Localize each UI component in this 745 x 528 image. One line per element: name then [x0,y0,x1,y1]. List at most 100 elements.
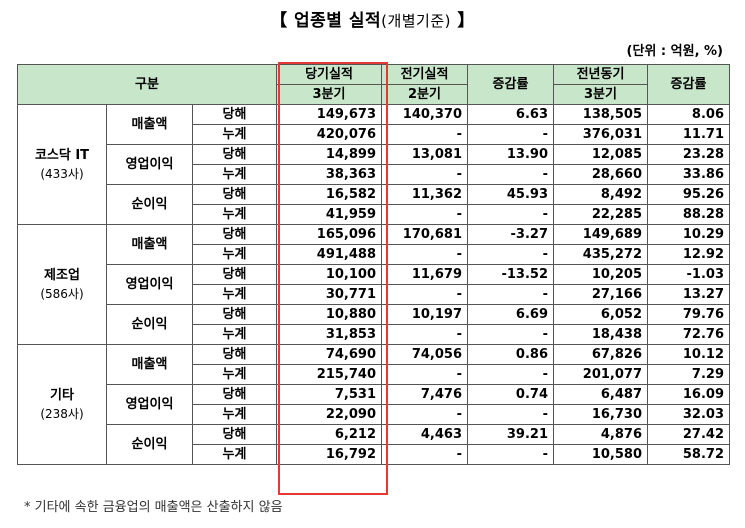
table-row: 영업이익 당해 14,899 13,081 13.90 12,085 23.28 [18,144,730,185]
period-cell: 당해 [192,344,277,365]
prev-value-cell: - [381,204,468,225]
rate1-cell: - [467,444,554,465]
period-cell: 누계 [192,324,277,345]
rate2-cell: -1.03 [647,264,730,285]
group-name: 제조업 [44,267,80,283]
title-end: 】 [451,11,475,31]
table-row: 코스닥 IT (433사) 매출액 당해 149,673 140,370 6.63 138,5… [17,104,730,225]
rate1-cell: 39.21 [467,424,554,445]
lastyear-value-cell: 6,487 [553,384,648,405]
title-sub: (개별기준) [381,12,452,30]
lastyear-value-cell: 28,660 [553,164,648,185]
table-row: 순이익 당해 10,880 10,197 6.69 6,052 79.76 [18,304,730,345]
current-value-cell: 14,899 [276,144,382,165]
current-value-cell: 41,959 [276,204,382,225]
lastyear-value-cell: 10,205 [553,264,648,285]
lastyear-value-cell: 67,826 [553,344,648,365]
footnote: * 기타에 속한 금융업의 매출액은 산출하지 않음 [24,500,283,515]
group-label: 기타 (238사) [17,344,107,465]
metric-label: 영업이익 [106,144,193,185]
table-row: 순이익 당해 16,582 11,362 45.93 8,492 95.26 [18,184,730,225]
period-cell: 누계 [192,204,277,225]
prev-value-cell: - [381,324,468,345]
metric-label: 영업이익 [106,264,193,305]
rate1-cell: - [467,324,554,345]
current-value-cell: 16,792 [276,444,382,465]
prev-value-cell: - [381,124,468,145]
period-cell: 누계 [192,164,277,185]
prev-value-cell: 170,681 [381,224,468,245]
metric-label: 매출액 [106,224,193,265]
rate2-cell: 58.72 [647,444,730,465]
period-cell: 누계 [192,124,277,145]
table-row: 제조업 (586사) 매출액 당해 165,096 170,681 -3.27 149,689… [17,224,730,345]
rate1-cell: - [467,404,554,425]
rate2-cell: 12.92 [647,244,730,265]
table-row: 누계 41,959- -22,285 88.28 [18,204,730,225]
prev-value-cell: 11,362 [381,184,468,205]
period-cell: 당해 [192,224,277,245]
rate1-cell: - [467,204,554,225]
rate1-cell: - [467,124,554,145]
prev-value-cell: - [381,444,468,465]
current-value-cell: 491,488 [276,244,382,265]
metric-label: 매출액 [106,104,193,145]
lastyear-value-cell: 16,730 [553,404,648,425]
lastyear-value-cell: 149,689 [553,224,648,245]
table-row: 누계 30,771- -27,166 13.27 [18,284,730,305]
current-value-cell: 215,740 [276,364,382,385]
rate2-cell: 23.28 [647,144,730,165]
period-cell: 당해 [192,144,277,165]
current-value-cell: 420,076 [276,124,382,145]
table-body: 코스닥 IT (433사) 매출액 당해 149,673 140,370 6.63 138,5… [17,104,730,465]
prev-value-cell: - [381,364,468,385]
period-cell: 누계 [192,404,277,425]
rate1-cell: 0.86 [467,344,554,365]
period-cell: 누계 [192,284,277,305]
current-value-cell: 165,096 [276,224,382,245]
prev-value-cell: - [381,164,468,185]
title-main: 【 업종별 실적 [270,11,382,31]
rate1-cell: - [467,244,554,265]
current-value-cell: 10,100 [276,264,382,285]
header-rate1: 증감률 [467,64,554,105]
header-current: 당기실적 [276,64,382,85]
period-cell: 누계 [192,364,277,385]
current-value-cell: 7,531 [276,384,382,405]
metric-label: 순이익 [106,184,193,225]
period-cell: 당해 [192,184,277,205]
header-rate2: 증감률 [647,64,730,105]
rate2-cell: 95.26 [647,184,730,205]
rate2-cell: 7.29 [647,364,730,385]
table-row: 누계 491,488- -435,272 12.92 [18,244,730,265]
rate1-cell: -13.52 [467,264,554,285]
rate1-cell: - [467,284,554,305]
lastyear-value-cell: 12,085 [553,144,648,165]
lastyear-value-cell: 376,031 [553,124,648,145]
group-name: 기타 [50,387,74,403]
table-row: 영업이익 당해 7,531 7,476 0.74 6,487 16.09 [18,384,730,425]
performance-table: 구분 당기실적 전기실적 증감률 전년동기 증감률 3분기 2분기 3분기 코스… [17,64,730,465]
rate1-cell: 6.69 [467,304,554,325]
header-lastyear-sub: 3분기 [553,84,648,105]
table-row: 영업이익 당해 10,100 11,679 -13.52 10,205 -1.03 [18,264,730,305]
rate1-cell: 45.93 [467,184,554,205]
rate1-cell: 0.74 [467,384,554,405]
unit-label: (단위 : 억원, %) [626,44,723,59]
rate2-cell: 88.28 [647,204,730,225]
report-title: 【 업종별 실적(개별기준) 】 [0,6,745,31]
group-company-count: (433사) [40,166,84,181]
metric-label: 순이익 [106,304,193,345]
prev-value-cell: 74,056 [381,344,468,365]
current-value-cell: 31,853 [276,324,382,345]
period-cell: 당해 [192,264,277,285]
table-row: 누계 215,740- -201,077 7.29 [18,364,730,385]
prev-value-cell: - [381,404,468,425]
group-label: 제조업 (586사) [17,224,107,345]
current-value-cell: 6,212 [276,424,382,445]
period-cell: 당해 [192,384,277,405]
header-lastyear: 전년동기 [553,64,648,85]
prev-value-cell: 140,370 [381,104,468,125]
rate2-cell: 27.42 [647,424,730,445]
rate2-cell: 11.71 [647,124,730,145]
